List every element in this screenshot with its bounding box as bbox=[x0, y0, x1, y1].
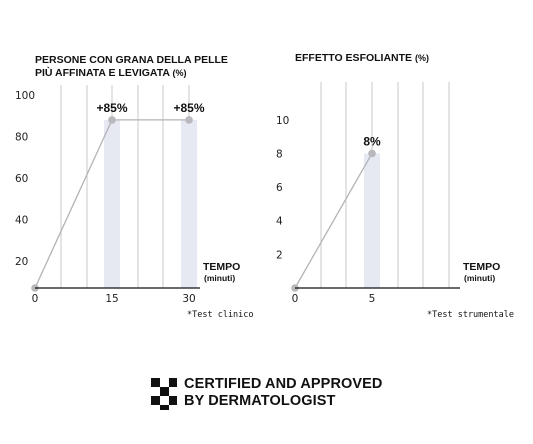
chart-1: PERSONE CON GRANA DELLA PELLE PIÙ AFFINA… bbox=[15, 54, 254, 320]
chart-2-y-tick: 4 bbox=[276, 216, 283, 228]
chart-1-title-line1: PERSONE CON GRANA DELLA PELLE bbox=[35, 54, 228, 66]
chart-2-y-tick: 2 bbox=[276, 249, 283, 261]
chart-1-bars bbox=[104, 119, 197, 288]
chart-2-y-tick: 10 bbox=[276, 115, 289, 127]
chart-1-title-unit: (%) bbox=[172, 68, 186, 78]
chart-2-x-tick: 5 bbox=[369, 293, 376, 305]
chart-1-y-tick: 100 bbox=[15, 90, 35, 102]
chart-2-grid bbox=[320, 82, 450, 288]
chart-1-y-tick: 20 bbox=[15, 256, 28, 268]
chart-2-series bbox=[291, 149, 376, 292]
chart-1-bar bbox=[181, 119, 197, 288]
chart-1-point bbox=[185, 116, 193, 124]
certification-badge-text: CERTIFIED AND APPROVED BY DERMATOLOGIST bbox=[184, 376, 383, 410]
chart-1-series bbox=[31, 116, 193, 292]
chart-1-note: *Test clinico bbox=[187, 310, 254, 320]
chart-1-point bbox=[108, 116, 116, 124]
chart-2-data-labels: 8% bbox=[363, 134, 381, 148]
chart-1-y-tick: 40 bbox=[15, 215, 28, 227]
chart-1-x-ticks: 0 15 30 bbox=[32, 293, 196, 305]
chart-1-bar bbox=[104, 119, 120, 288]
chart-2-bar bbox=[364, 153, 380, 288]
chart-2-y-tick: 8 bbox=[276, 148, 283, 160]
chart-2-y-tick: 6 bbox=[276, 182, 283, 194]
chart-1-title-line2: PIÙ AFFINATA E LEVIGATA bbox=[35, 66, 170, 79]
certification-line-1: CERTIFIED AND APPROVED bbox=[184, 376, 383, 392]
certification-line-2: BY DERMATOLOGIST bbox=[184, 393, 336, 409]
chart-2-title-unit: (%) bbox=[415, 53, 429, 63]
chart-1-grid bbox=[60, 85, 190, 288]
checkered-flag-icon bbox=[151, 378, 177, 410]
chart-2-title: EFFETTO ESFOLIANTE bbox=[295, 52, 412, 64]
chart-2-data-label: 8% bbox=[363, 134, 381, 148]
chart-1-data-label: +85% bbox=[96, 101, 127, 115]
svg-text:EFFETTO ESFOLIANTE (%): EFFETTO ESFOLIANTE (%) bbox=[295, 52, 429, 64]
chart-1-data-labels: +85% +85% bbox=[96, 101, 204, 115]
chart-2-xlabel-unit: (minuti) bbox=[464, 273, 495, 283]
chart-1-y-tick: 80 bbox=[15, 132, 28, 144]
chart-2-x-tick: 0 bbox=[292, 293, 299, 305]
svg-text:PIÙ AFFINATA E LEVIGATA (%): PIÙ AFFINATA E LEVIGATA (%) bbox=[35, 66, 186, 79]
chart-2-series-line bbox=[294, 153, 373, 289]
chart-1-x-tick: 30 bbox=[182, 293, 195, 305]
chart-1-data-label: +85% bbox=[173, 101, 204, 115]
chart-1-x-tick: 0 bbox=[32, 293, 39, 305]
chart-1-y-tick: 60 bbox=[15, 173, 28, 185]
chart-2-xlabel: TEMPO bbox=[463, 261, 500, 273]
chart-2-bars bbox=[364, 153, 380, 288]
chart-1-xlabel-unit: (minuti) bbox=[204, 273, 235, 283]
chart-2-note: *Test strumentale bbox=[427, 310, 514, 320]
chart-1-y-ticks: 20 40 60 80 100 bbox=[15, 90, 35, 268]
chart-2-y-ticks: 2 4 6 8 10 bbox=[276, 115, 289, 262]
chart-1-xlabel: TEMPO bbox=[203, 261, 240, 273]
chart-2-point bbox=[368, 149, 376, 158]
chart-1-x-tick: 15 bbox=[105, 293, 118, 305]
